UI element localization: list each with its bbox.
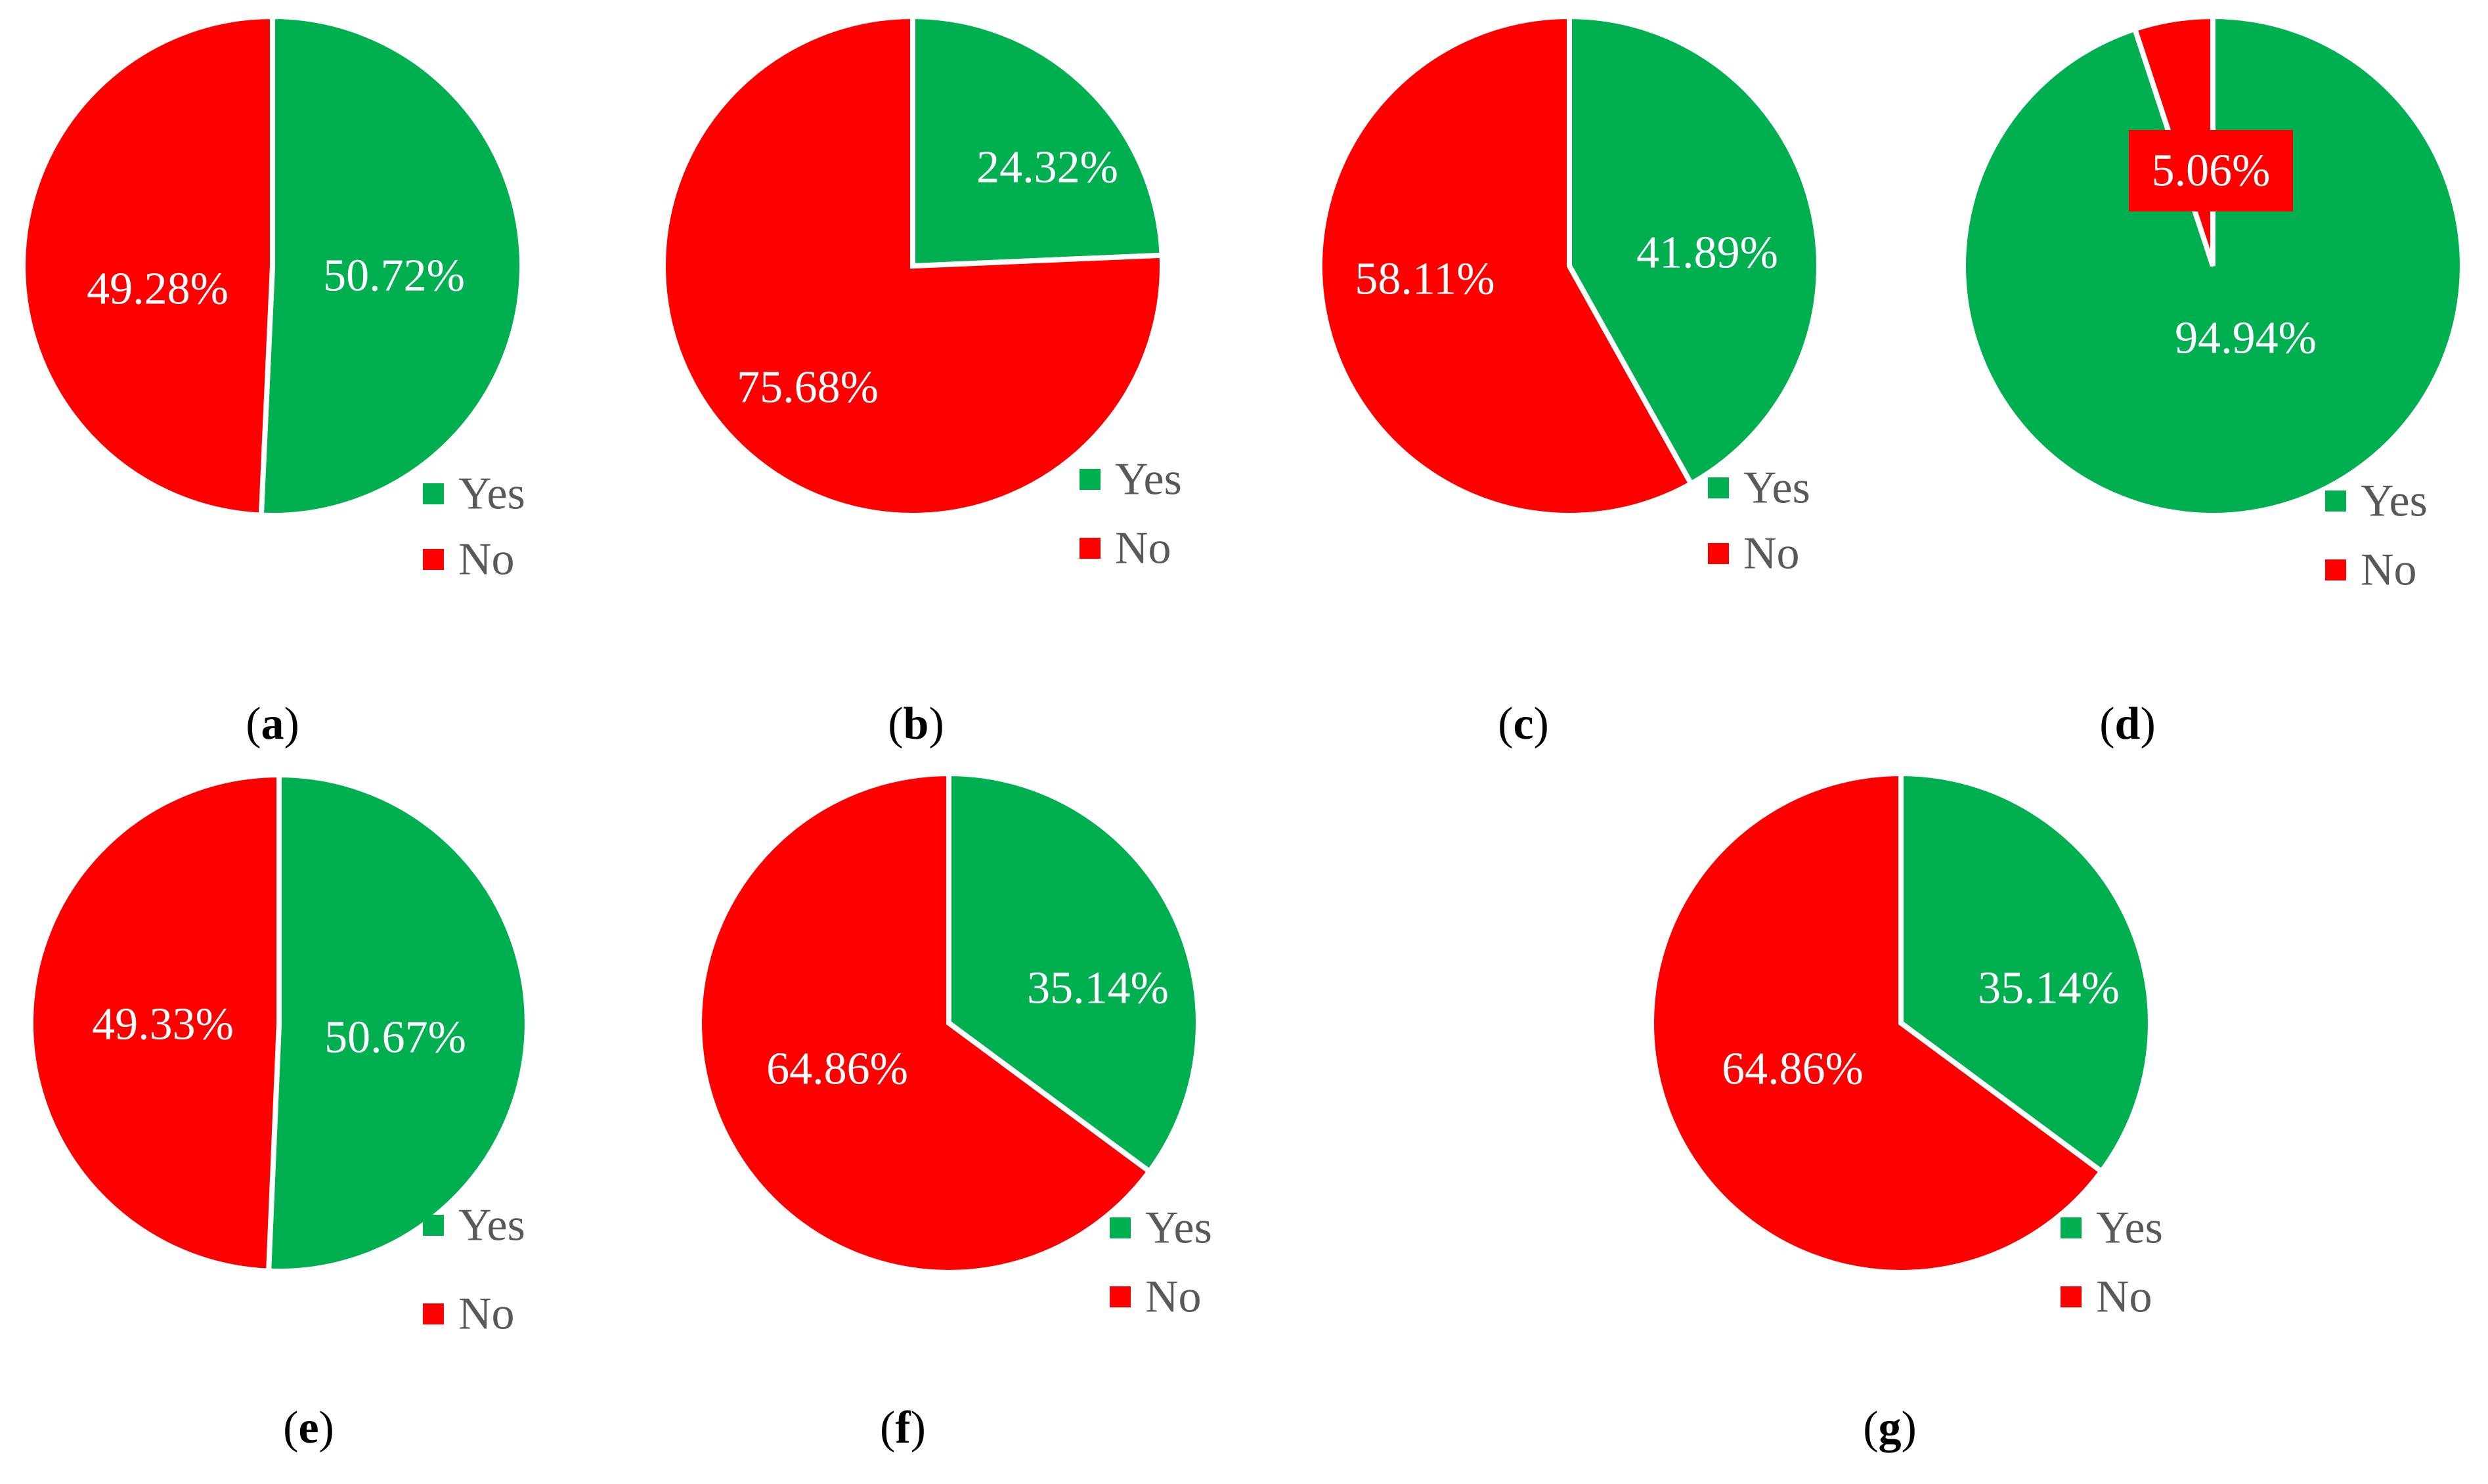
pie-label-b-no: 75.68%: [737, 362, 879, 413]
pie-label-c-no: 58.11%: [1355, 254, 1495, 305]
pie-label-e-yes: 50.67%: [324, 1013, 466, 1063]
pie-label-g-yes: 35.14%: [1978, 963, 2120, 1014]
pie-slice-g-yes: [1898, 770, 2153, 1175]
legend-label-e-yes: Yes: [458, 1200, 525, 1251]
legend-swatch-g-yes: [2061, 1217, 2082, 1238]
legend-label-f-no: No: [1145, 1272, 1202, 1322]
legend-label-c-no: No: [1743, 529, 1800, 579]
pie-slice-c-yes: [1567, 13, 1822, 488]
pie-slice-f-no: [696, 770, 1154, 1275]
legend-e: Yes No: [423, 1200, 525, 1340]
pie-slice-f-yes: [946, 770, 1201, 1175]
pie-label-g-no: 64.86%: [1722, 1044, 1864, 1095]
pie-label-d-no: 5.06%: [2152, 146, 2271, 196]
legend-label-b-no: No: [1115, 523, 1171, 574]
pie-chart-c: 41.89% 58.11% Yes No (c): [1317, 13, 1822, 749]
legend-swatch-f-yes: [1110, 1217, 1131, 1238]
legend-b: Yes No: [1080, 454, 1182, 574]
legend-swatch-e-no: [423, 1303, 444, 1324]
pie-chart-e: 50.67% 49.33% Yes No (e): [28, 772, 530, 1453]
legend-d: Yes No: [2325, 476, 2428, 596]
legend-label-c-yes: Yes: [1743, 463, 1810, 513]
pie-label-c-yes: 41.89%: [1636, 228, 1778, 278]
legend-swatch-b-no: [1080, 538, 1101, 559]
pie-label-f-no: 64.86%: [766, 1044, 908, 1095]
pie-label-a-no: 49.28%: [87, 264, 229, 315]
legend-label-g-no: No: [2096, 1272, 2152, 1322]
legend-swatch-e-yes: [423, 1215, 444, 1236]
pie-chart-g: 35.14% 64.86% Yes No (g): [1648, 770, 2163, 1453]
legend-swatch-d-yes: [2325, 491, 2346, 512]
legend-c: Yes No: [1708, 463, 1810, 579]
pie-label-f-yes: 35.14%: [1027, 963, 1169, 1014]
legend-g: Yes No: [2061, 1203, 2163, 1322]
legend-swatch-a-yes: [423, 483, 444, 504]
legend-swatch-d-no: [2325, 559, 2346, 580]
legend-label-e-no: No: [458, 1289, 515, 1340]
legend-swatch-a-no: [423, 549, 444, 570]
pie-label-d-yes: 94.94%: [2175, 313, 2317, 364]
legend-f: Yes No: [1110, 1203, 1212, 1322]
pie-slice-a-no: [20, 13, 275, 518]
legend-label-b-yes: Yes: [1115, 454, 1182, 505]
legend-swatch-g-no: [2061, 1286, 2082, 1307]
pie-label-b-yes: 24.32%: [976, 142, 1118, 193]
legend-label-f-yes: Yes: [1145, 1203, 1212, 1254]
legend-label-g-yes: Yes: [2096, 1203, 2163, 1254]
panel-caption-b: (b): [888, 699, 944, 749]
pie-slice-e-yes: [265, 772, 530, 1274]
legend-swatch-c-no: [1708, 543, 1729, 564]
legend-a: Yes No: [423, 469, 525, 585]
pie-slice-g-no: [1648, 770, 2106, 1275]
pie-slice-b-yes: [910, 13, 1165, 269]
legend-label-a-yes: Yes: [458, 469, 525, 519]
panel-caption-c: (c): [1498, 699, 1549, 749]
pie-label-box-d-no: [2129, 130, 2293, 211]
pie-chart-b: 24.32% 75.68% Yes No (b): [660, 13, 1182, 749]
pie-slice-e-no: [28, 772, 282, 1274]
panel-caption-d: (d): [2099, 699, 2156, 749]
panel-caption-a: (a): [246, 699, 299, 749]
legend-label-d-yes: Yes: [2361, 476, 2428, 527]
panel-caption-g: (g): [1863, 1403, 1917, 1453]
panel-caption-e: (e): [283, 1403, 334, 1453]
pie-label-a-yes: 50.72%: [323, 251, 465, 301]
pie-chart-a: 50.72% 49.28% Yes No (a): [20, 13, 525, 749]
panel-caption-f: (f): [880, 1403, 926, 1453]
legend-swatch-f-no: [1110, 1286, 1131, 1307]
legend-swatch-c-yes: [1708, 477, 1729, 498]
pie-slice-a-yes: [258, 13, 525, 518]
legend-label-a-no: No: [458, 535, 515, 585]
pie-label-e-no: 49.33%: [92, 999, 234, 1050]
pie-slice-b-no: [660, 13, 1165, 518]
legend-swatch-b-yes: [1080, 469, 1101, 490]
pie-slice-c-no: [1317, 13, 1695, 518]
legend-label-d-no: No: [2361, 545, 2417, 596]
pie-chart-f: 35.14% 64.86% Yes No (f): [696, 770, 1212, 1453]
pie-chart-d: 94.94% 5.06% Yes No (d): [1961, 13, 2465, 749]
